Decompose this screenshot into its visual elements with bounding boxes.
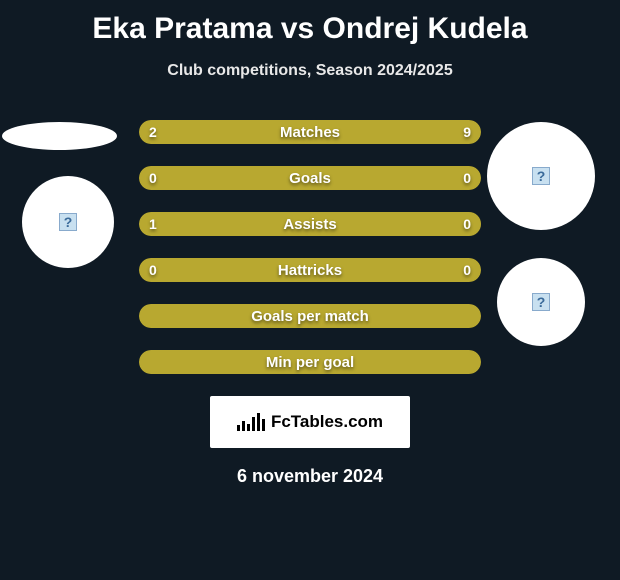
bar-label: Goals — [139, 166, 481, 190]
page-subtitle: Club competitions, Season 2024/2025 — [0, 62, 620, 80]
stat-bar: 29Matches — [139, 120, 481, 144]
stats-bars: 29Matches 00Goals 10Assists 00Hattricks Goal… — [139, 120, 481, 374]
bar-label: Matches — [139, 120, 481, 144]
avatar-left: ? — [22, 176, 114, 268]
stat-bar: Goals per match — [139, 304, 481, 328]
stat-bar: 00Hattricks — [139, 258, 481, 282]
bar-label: Assists — [139, 212, 481, 236]
placeholder-icon: ? — [532, 167, 550, 185]
date-label: 6 november 2024 — [0, 466, 620, 487]
fctables-logo: FcTables.com — [237, 412, 383, 432]
avatar-top-right: ? — [487, 122, 595, 230]
page-title: Eka Pratama vs Ondrej Kudela — [0, 0, 620, 46]
stat-bar: Min per goal — [139, 350, 481, 374]
placeholder-icon: ? — [532, 293, 550, 311]
branding-badge: FcTables.com — [210, 396, 410, 448]
stat-bar: 10Assists — [139, 212, 481, 236]
placeholder-icon: ? — [59, 213, 77, 231]
avatar-bottom-right: ? — [497, 258, 585, 346]
bar-label: Hattricks — [139, 258, 481, 282]
avatar-ellipse — [2, 122, 117, 150]
logo-text: FcTables.com — [271, 412, 383, 432]
bar-label: Min per goal — [139, 350, 481, 374]
bar-label: Goals per match — [139, 304, 481, 328]
stat-bar: 00Goals — [139, 166, 481, 190]
logo-bars-icon — [237, 413, 265, 431]
